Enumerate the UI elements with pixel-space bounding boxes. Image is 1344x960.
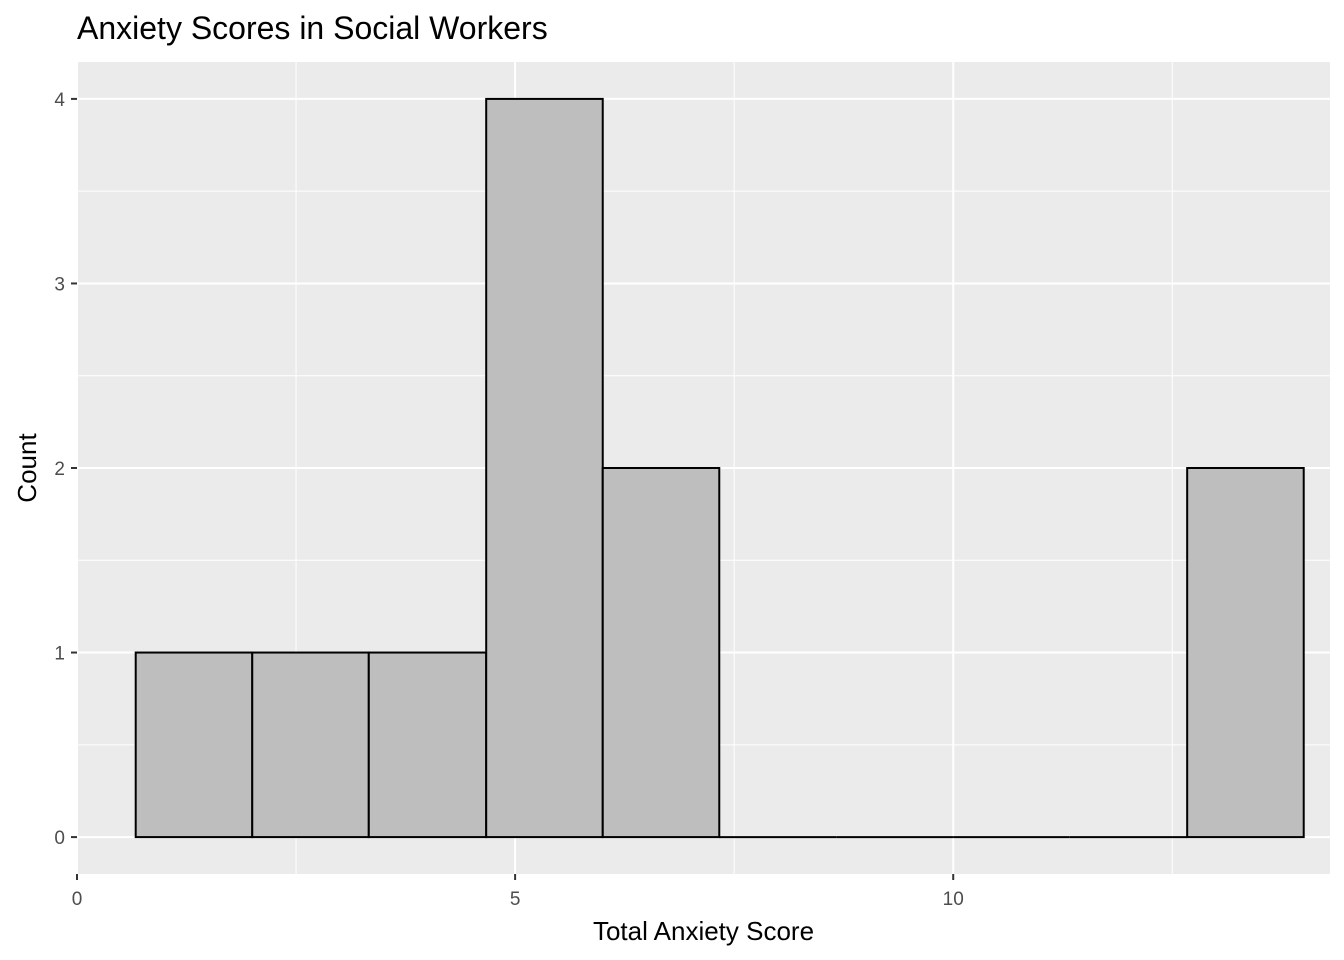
histogram-bar <box>251 651 370 839</box>
x-tick-label: 10 <box>943 889 964 910</box>
histogram-bar <box>134 651 254 839</box>
x-tick-label: 5 <box>510 889 521 910</box>
y-tick-label: 0 <box>54 828 65 849</box>
y-tick-label: 2 <box>54 459 65 480</box>
x-axis: 0 5 10 <box>72 874 964 910</box>
histogram-bar <box>601 467 721 839</box>
histogram-bars <box>134 97 1305 839</box>
histogram-bar <box>367 651 488 839</box>
histogram-bar <box>1186 467 1305 839</box>
y-tick-label: 4 <box>54 90 65 111</box>
y-axis-title: Count <box>12 433 42 503</box>
x-axis-title: Total Anxiety Score <box>593 916 814 946</box>
chart-title: Anxiety Scores in Social Workers <box>77 10 548 46</box>
y-axis: 0 1 2 3 4 <box>54 90 77 849</box>
y-tick-label: 3 <box>54 274 65 295</box>
x-tick-label: 0 <box>72 889 83 910</box>
y-tick-label: 1 <box>54 644 65 665</box>
histogram-bar <box>485 97 604 839</box>
